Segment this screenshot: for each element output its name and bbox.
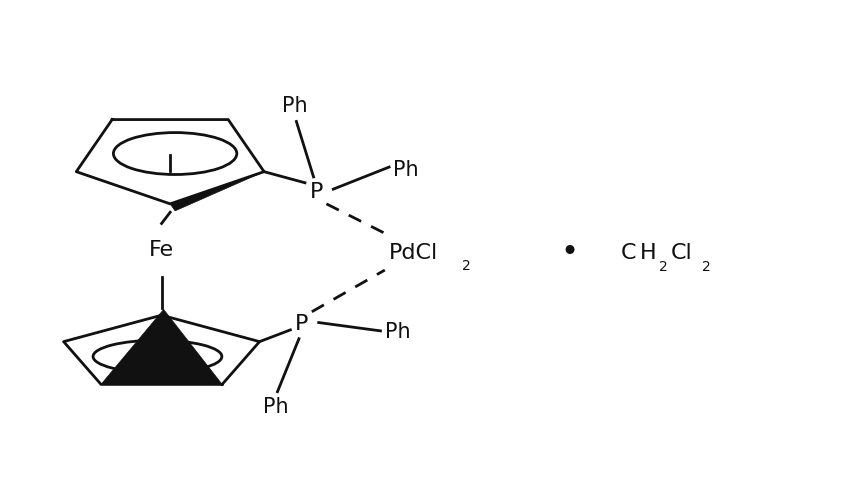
Text: Ph: Ph xyxy=(263,397,289,418)
Text: Cl: Cl xyxy=(670,243,692,263)
Text: Ph: Ph xyxy=(384,322,410,342)
Text: P: P xyxy=(309,182,323,201)
Text: Ph: Ph xyxy=(282,96,308,116)
Polygon shape xyxy=(101,310,222,384)
Text: 2: 2 xyxy=(658,259,667,274)
Text: 2: 2 xyxy=(702,259,710,274)
Text: PdCl: PdCl xyxy=(389,243,438,263)
Text: •: • xyxy=(560,239,578,267)
Text: P: P xyxy=(295,314,308,334)
Polygon shape xyxy=(170,172,264,211)
Text: Ph: Ph xyxy=(393,160,419,180)
Text: H: H xyxy=(639,243,657,263)
Text: C: C xyxy=(621,243,637,263)
Text: Fe: Fe xyxy=(149,241,175,260)
Text: 2: 2 xyxy=(462,259,471,273)
